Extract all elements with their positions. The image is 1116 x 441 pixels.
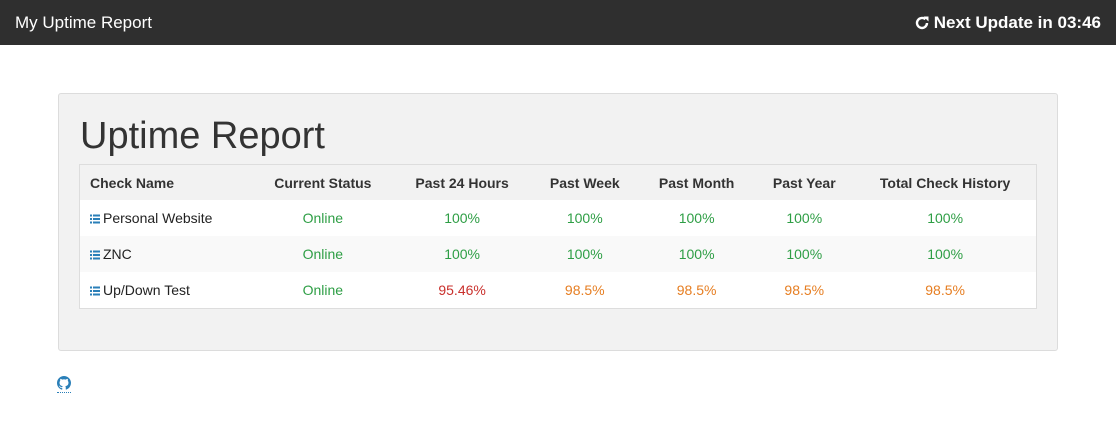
past-week-cell: 100% xyxy=(566,210,603,226)
list-icon xyxy=(90,283,100,296)
col-past-year: Past Year xyxy=(754,165,855,200)
past-week-cell: 100% xyxy=(530,236,639,272)
col-total-history: Total Check History xyxy=(854,165,1036,200)
total-history-cell: 100% xyxy=(854,236,1036,272)
status-cell: Online xyxy=(252,236,394,272)
past-24-hours-cell: 100% xyxy=(393,236,531,272)
past-24-hours-cell: 100% xyxy=(444,210,480,226)
github-icon[interactable] xyxy=(57,376,71,393)
uptime-table-wrapper: Check Name Current Status Past 24 Hours … xyxy=(79,164,1037,309)
table-row: Up/Down Test Online 95.46% 98.5% 98.5% 9… xyxy=(80,272,1036,308)
col-past-24-hours: Past 24 Hours xyxy=(393,165,531,200)
status-cell: Online xyxy=(302,210,344,226)
col-past-month: Past Month xyxy=(638,165,755,200)
check-name-cell[interactable]: Up/Down Test xyxy=(80,272,252,308)
past-24-hours-cell: 95.46% xyxy=(438,282,486,298)
total-history-cell: 100% xyxy=(927,210,964,226)
navbar: My Uptime Report Next Update in 03:46 xyxy=(0,0,1116,45)
col-current-status: Current Status xyxy=(252,165,394,200)
status-cell: Online xyxy=(302,282,344,298)
past-month-cell: 98.5% xyxy=(676,282,717,298)
past-month-cell: 100% xyxy=(678,210,715,226)
past-week-cell: 98.5% xyxy=(564,282,605,298)
next-update-text: Next Update in 03:46 xyxy=(933,12,1101,32)
page-title: Uptime Report xyxy=(80,115,325,157)
refresh-icon[interactable] xyxy=(914,15,930,31)
table-row: ZNC Online 100% 100% 100% 100% 100% xyxy=(80,236,1036,272)
past-year-cell: 100% xyxy=(754,236,855,272)
next-update: Next Update in 03:46 xyxy=(914,13,1101,33)
uptime-table: Check Name Current Status Past 24 Hours … xyxy=(80,165,1036,308)
past-month-cell: 100% xyxy=(638,236,755,272)
past-year-cell: 100% xyxy=(786,210,823,226)
col-past-week: Past Week xyxy=(530,165,639,200)
past-year-cell: 98.5% xyxy=(784,282,825,298)
table-header-row: Check Name Current Status Past 24 Hours … xyxy=(80,165,1036,200)
total-history-cell: 98.5% xyxy=(925,282,965,298)
list-icon xyxy=(90,211,100,224)
list-icon xyxy=(90,247,100,260)
report-panel: Uptime Report Check Name Current Status … xyxy=(58,93,1058,351)
check-name[interactable]: Up/Down Test xyxy=(103,282,190,298)
table-row: Personal Website Online 100% 100% 100% 1… xyxy=(80,200,1036,236)
check-name[interactable]: Personal Website xyxy=(103,210,213,226)
col-check-name: Check Name xyxy=(80,165,253,200)
check-name-cell[interactable]: Personal Website xyxy=(80,200,252,236)
check-name[interactable]: ZNC xyxy=(103,246,132,262)
check-name-cell[interactable]: ZNC xyxy=(80,236,253,272)
brand-title[interactable]: My Uptime Report xyxy=(15,12,152,32)
